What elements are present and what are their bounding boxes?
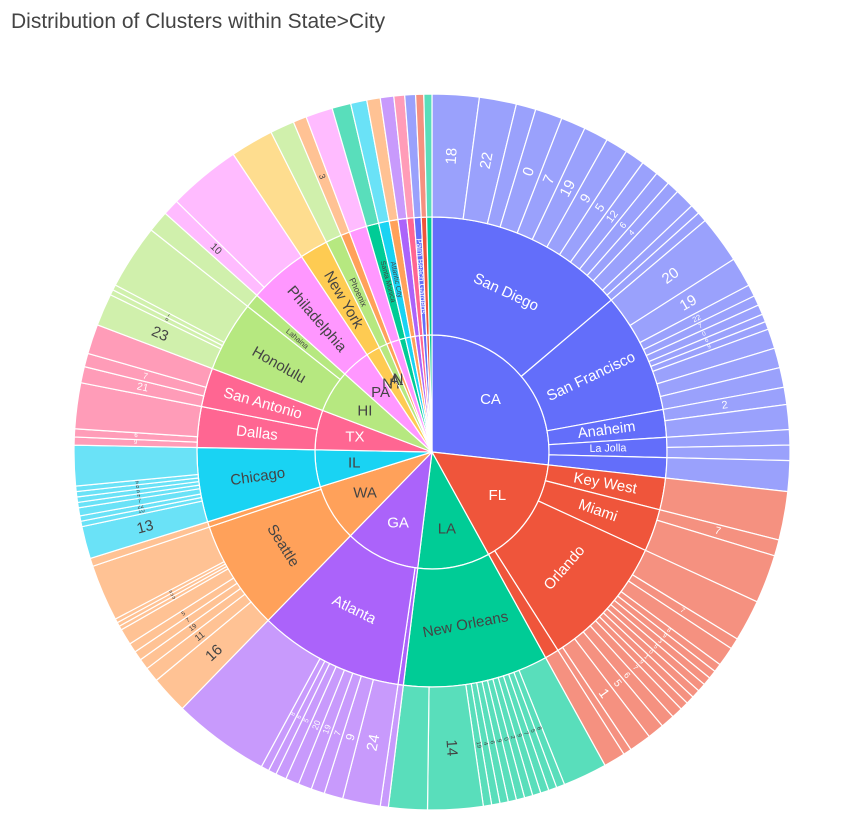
cluster-label: 9 [135, 479, 140, 485]
cluster-label: 9 [515, 733, 522, 739]
cluster-label: 4 [627, 228, 637, 238]
cluster-label: 19 [556, 177, 579, 200]
cluster-label: 8 [665, 628, 672, 635]
cluster-label: 7 [185, 617, 192, 624]
state-label: HI [357, 403, 372, 420]
cluster-label: 9 [134, 440, 138, 446]
state-label: TX [345, 429, 364, 446]
cluster-label: 7 [332, 729, 343, 737]
cluster-segment[interactable] [423, 93, 433, 218]
cluster-label: 6 [134, 433, 138, 439]
chart-title: Distribution of Clusters within State>Ci… [11, 10, 386, 33]
cluster-label: 1 [642, 654, 649, 661]
cluster-label: 19 [188, 623, 198, 633]
cluster-label: 9 [495, 739, 502, 744]
cluster-label: 0 [647, 649, 654, 656]
cluster-label: 12 [604, 208, 621, 225]
cluster-label: 19 [677, 291, 700, 314]
cluster-label: 6 [704, 337, 710, 344]
cluster-label: 22 [691, 312, 703, 324]
cluster-label: 0 [701, 330, 707, 338]
cluster-label: 7 [142, 370, 149, 381]
cluster-label: 9 [343, 732, 358, 743]
cluster-label: 0 [169, 591, 175, 598]
state-label: IL [348, 455, 361, 472]
cluster-label: 9 [168, 588, 174, 595]
city-label: La Jolla [589, 442, 626, 455]
state-label: GA [387, 514, 409, 531]
cluster-label: 5 [303, 717, 311, 724]
cluster-label: 3 [317, 172, 328, 180]
city-label: Dallas [235, 423, 278, 444]
cluster-label: 19 [320, 723, 333, 736]
cluster-label: 7 [138, 498, 143, 505]
state-label: LA [438, 521, 456, 538]
state-label: PA [371, 384, 390, 401]
cluster-label: 24 [363, 733, 383, 753]
cluster-label: 13 [135, 517, 155, 538]
cluster-label: 8 [535, 726, 542, 732]
cluster-label: 10 [138, 508, 146, 515]
cluster-label: 6 [488, 740, 495, 745]
cluster-label: 14 [442, 739, 460, 757]
cluster-label: 6 [622, 670, 633, 680]
cluster-label: 7 [631, 664, 639, 672]
cluster-label: 7 [698, 322, 705, 330]
cluster-label: 3 [657, 638, 664, 645]
cluster-label: 22 [477, 151, 497, 171]
cluster-label: 5 [136, 488, 141, 494]
cluster-label: 6 [136, 484, 141, 490]
cluster-label: 5 [529, 729, 536, 735]
state-label: FL [489, 487, 507, 504]
cluster-label: 19 [475, 741, 482, 749]
cluster-label: 4 [137, 493, 142, 500]
cluster-label: 2 [721, 399, 729, 412]
cluster-label: 9 [707, 344, 713, 351]
state-label: WA [353, 485, 377, 502]
cluster-label: 8 [290, 711, 297, 717]
cluster-label: 2 [509, 735, 516, 740]
cluster-label: 7 [679, 607, 686, 615]
state-label: CA [480, 391, 501, 408]
cluster-label: 0 [502, 737, 509, 742]
cluster-label: 9 [661, 633, 668, 640]
cluster-label: 5 [181, 610, 188, 617]
cluster-label: 5 [652, 644, 659, 651]
cluster-label: 9 [638, 659, 645, 666]
cluster-label: 23 [149, 323, 171, 345]
cluster-label: 18 [443, 147, 461, 165]
cluster-label: 6 [296, 714, 303, 720]
cluster-label: 20 [310, 718, 323, 731]
cluster-label: 20 [659, 264, 683, 288]
cluster-label: 22 [137, 504, 145, 511]
cluster-label: 6 [164, 316, 170, 323]
cluster-label: 8 [171, 594, 177, 601]
cluster-label: 7 [522, 731, 529, 737]
cluster-label: 6 [618, 220, 629, 230]
cluster-label: 7 [166, 312, 172, 319]
cluster-label: 21 [136, 381, 150, 394]
cluster-label: 4 [482, 742, 489, 747]
city-label: Anaheim [577, 419, 636, 442]
cluster-label: 7 [713, 525, 722, 537]
